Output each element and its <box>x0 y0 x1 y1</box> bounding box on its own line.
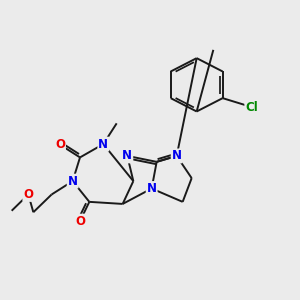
Text: N: N <box>68 175 78 188</box>
Text: O: O <box>55 138 65 151</box>
Text: N: N <box>98 138 108 151</box>
Text: Cl: Cl <box>245 100 258 113</box>
Text: O: O <box>75 214 85 228</box>
Text: N: N <box>147 182 157 195</box>
Text: O: O <box>23 188 33 201</box>
Text: N: N <box>172 149 182 162</box>
Text: N: N <box>122 149 132 162</box>
